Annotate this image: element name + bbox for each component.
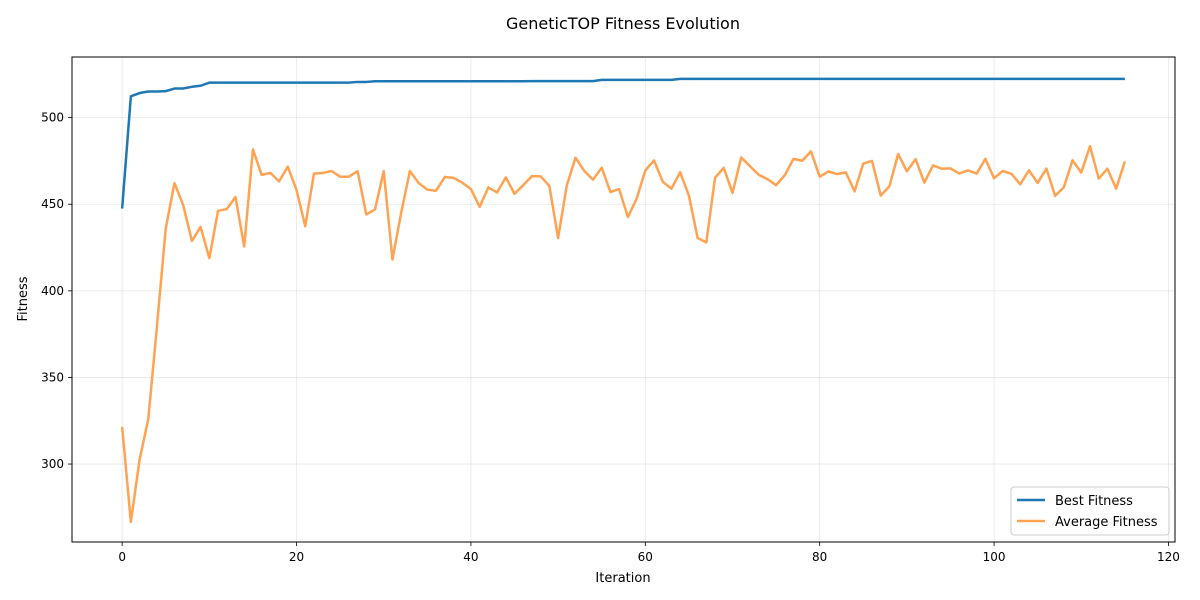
axis-ticks: 0 20 40 60 80 100 120 300 350 400 450 500 <box>41 111 1180 564</box>
x-axis-label: Iteration <box>595 571 650 586</box>
y-tick-label: 400 <box>41 284 64 298</box>
series-layer <box>120 77 1127 524</box>
legend: Best Fitness Average Fitness <box>1010 486 1170 536</box>
series-line-best-fitness <box>120 77 1125 209</box>
series-line-average-fitness <box>120 144 1127 524</box>
plot-frame <box>71 56 1176 543</box>
x-tick-label: 100 <box>983 550 1006 564</box>
chart-title: GeneticTOP Fitness Evolution <box>506 14 740 33</box>
y-tick-label: 500 <box>41 111 64 125</box>
legend-box <box>1010 486 1170 536</box>
x-tick-label: 60 <box>638 550 653 564</box>
y-axis-label: Fitness <box>16 276 31 321</box>
x-tick-label: 40 <box>463 550 478 564</box>
legend-label-average: Average Fitness <box>1055 515 1158 530</box>
x-tick-label: 0 <box>118 550 126 564</box>
y-tick-label: 350 <box>41 370 64 384</box>
y-tick-label: 300 <box>41 457 64 471</box>
x-tick-label: 120 <box>1157 550 1180 564</box>
legend-label-best: Best Fitness <box>1055 494 1133 509</box>
y-tick-label: 450 <box>41 197 64 211</box>
x-tick-label: 80 <box>812 550 827 564</box>
x-tick-label: 20 <box>289 550 304 564</box>
